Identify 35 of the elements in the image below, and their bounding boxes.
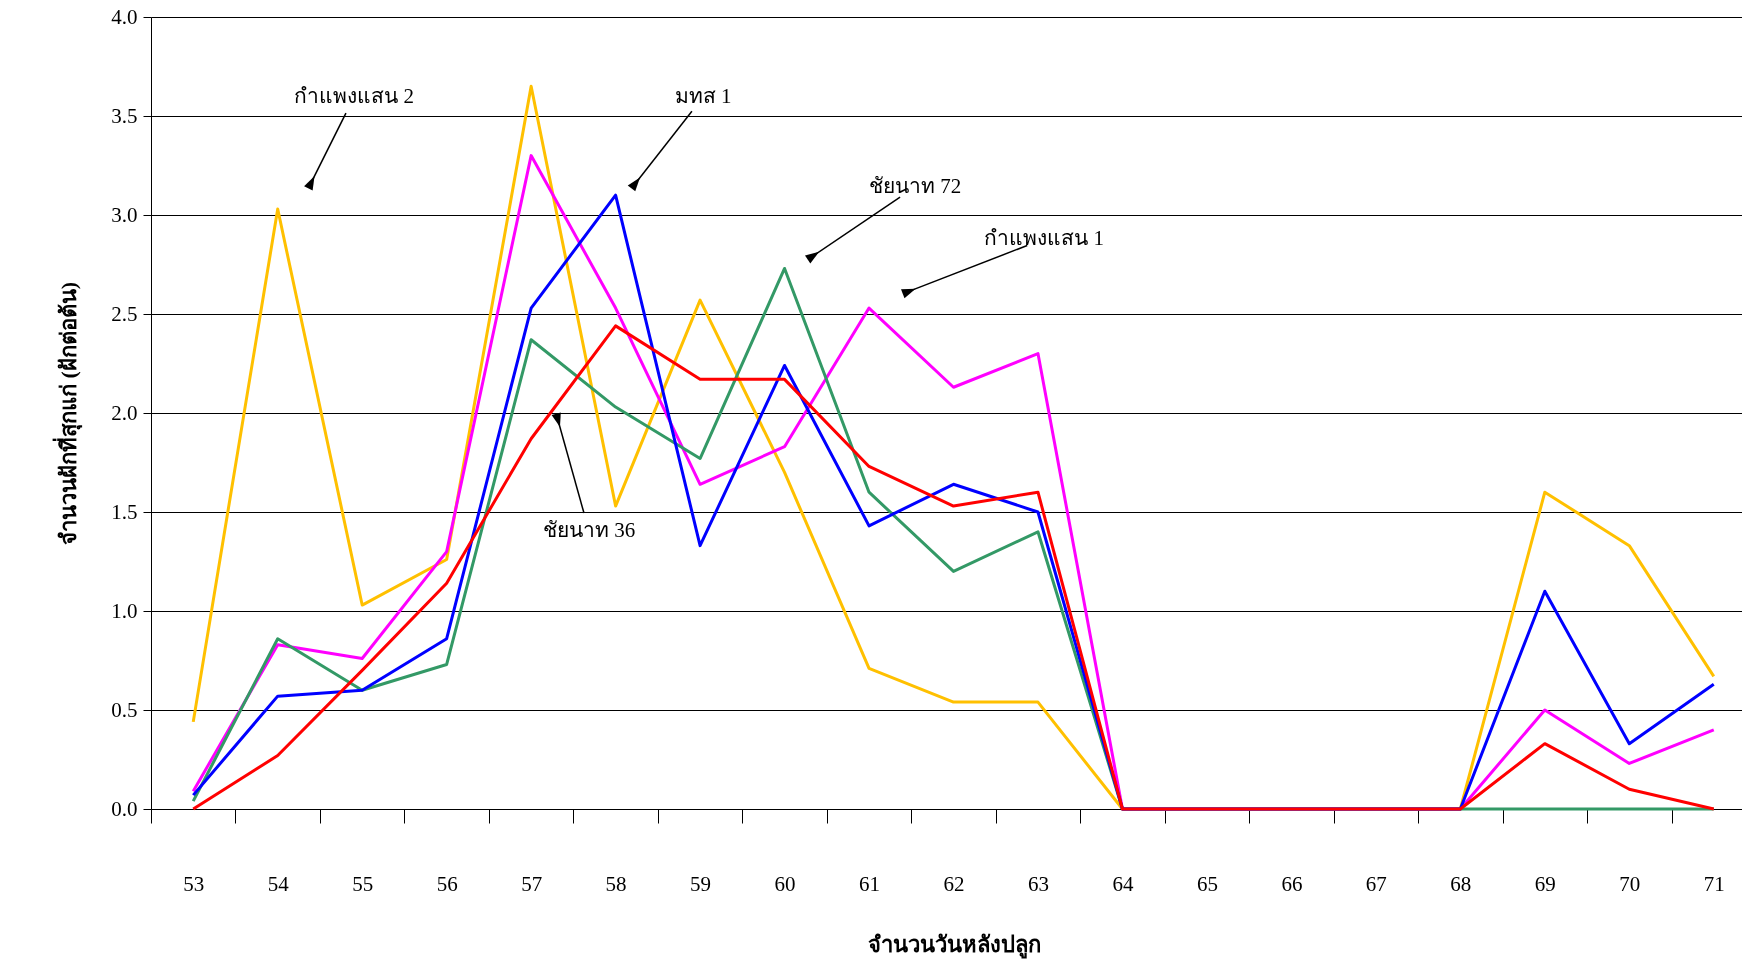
annotation: ชัยนาท 72 [868,174,962,198]
x-tick-label: 64 [1112,871,1134,896]
x-tick-label: 60 [774,871,796,896]
x-tick-label: 66 [1281,871,1303,896]
y-tick-label: 1.5 [111,499,138,524]
x-tick-label: 67 [1365,871,1387,896]
x-tick-label: 59 [690,871,712,896]
x-axis-title: จำนวนวันหลังปลูก [867,931,1041,959]
x-tick-label: 62 [943,871,965,896]
y-tick-label: 2.0 [111,400,138,425]
y-tick-label: 4.0 [111,4,138,29]
x-tick-label: 70 [1619,871,1641,896]
y-tick-label: 1.0 [111,598,138,623]
y-tick-label: 3.0 [111,202,138,227]
x-tick-label: 54 [267,871,290,896]
x-tick-label: 57 [521,871,543,896]
y-axis-title: จำนวนฝักที่สุกแก่ (ฝักต่อต้น) [52,281,84,546]
x-tick-label: 53 [183,871,205,896]
x-tick-label: 63 [1027,871,1049,896]
annotation: มทส 1 [674,84,732,108]
x-tick-label: 55 [352,871,374,896]
x-tick-label: 69 [1534,871,1556,896]
x-tick-label: 68 [1450,871,1472,896]
x-tick-label: 56 [436,871,458,896]
y-tick-label: 3.5 [111,103,138,128]
y-tick-label: 2.5 [111,301,138,326]
x-tick-label: 65 [1196,871,1218,896]
annotation: ชัยนาท 36 [542,518,636,542]
annotation: กำแพงแสน 2 [294,84,414,108]
annotation: กำแพงแสน 1 [984,226,1104,250]
x-tick-label: 61 [859,871,881,896]
y-tick-label: 0.0 [111,796,138,821]
x-tick-label: 71 [1703,871,1725,896]
x-tick-label: 58 [605,871,627,896]
y-tick-label: 0.5 [111,697,138,722]
